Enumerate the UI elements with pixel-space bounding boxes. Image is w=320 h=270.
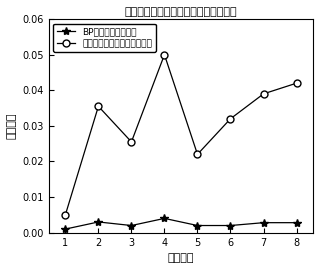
BP神经网络平均误差 xyxy=(295,221,299,224)
BP神经网络平均误差 xyxy=(163,217,166,220)
遗传算法拟合关系式平均误差 xyxy=(261,92,265,96)
BP神经网络平均误差 xyxy=(228,224,232,227)
Line: BP神经网络平均误差: BP神经网络平均误差 xyxy=(61,214,301,233)
Legend: BP神经网络平均误差, 遗传算法拟合关系式平均误差: BP神经网络平均误差, 遗传算法拟合关系式平均误差 xyxy=(53,23,156,52)
遗传算法拟合关系式平均误差 xyxy=(63,213,67,217)
Line: 遗传算法拟合关系式平均误差: 遗传算法拟合关系式平均误差 xyxy=(62,51,300,218)
遗传算法拟合关系式平均误差 xyxy=(196,153,199,156)
遗传算法拟合关系式平均误差 xyxy=(295,82,299,85)
遗传算法拟合关系式平均误差 xyxy=(130,140,133,144)
遗传算法拟合关系式平均误差 xyxy=(96,105,100,108)
遗传算法拟合关系式平均误差 xyxy=(163,53,166,56)
Title: 各通道进口局部损失系数平均预测误差: 各通道进口局部损失系数平均预测误差 xyxy=(125,7,237,17)
遗传算法拟合关系式平均误差 xyxy=(228,117,232,120)
BP神经网络平均误差 xyxy=(196,224,199,227)
BP神经网络平均误差 xyxy=(63,227,67,231)
BP神经网络平均误差 xyxy=(261,221,265,224)
BP神经网络平均误差 xyxy=(96,220,100,224)
X-axis label: 通道序号: 通道序号 xyxy=(168,253,194,263)
BP神经网络平均误差 xyxy=(130,224,133,227)
Y-axis label: 相对误差: 相对误差 xyxy=(7,113,17,139)
